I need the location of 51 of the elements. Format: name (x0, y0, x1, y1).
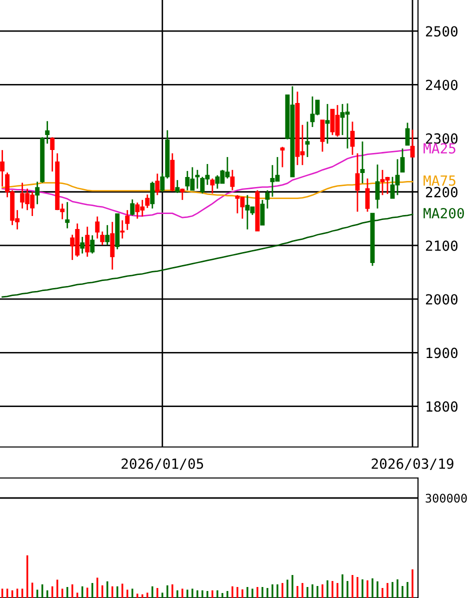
candlestick (125, 209, 130, 231)
candlestick (320, 119, 325, 152)
candlestick (260, 199, 265, 226)
y-tick-label: 2500 (426, 26, 458, 37)
series-label: MA75 (424, 175, 456, 186)
candlestick (150, 181, 155, 210)
candlestick (325, 103, 330, 144)
candlestick (0, 149, 5, 188)
line-series (2, 214, 414, 298)
candlestick (360, 140, 365, 184)
candlestick (265, 190, 270, 210)
y-tick-label: 300000 (426, 494, 467, 503)
candlestick (400, 148, 405, 173)
candlestick (110, 221, 115, 270)
candlestick (155, 172, 160, 196)
y-tick-label: 1800 (426, 401, 458, 412)
candlestick (90, 234, 95, 254)
y-tick-label: 2300 (426, 133, 458, 144)
candlestick (405, 122, 410, 146)
candlestick (195, 169, 200, 190)
candlestick (65, 201, 70, 230)
candlestick (305, 120, 310, 158)
candlestick (95, 216, 100, 240)
candlestick (50, 136, 55, 172)
candlestick (210, 178, 215, 194)
y-tick-label: 2400 (426, 80, 458, 90)
candlestick (100, 230, 105, 246)
candlestick (410, 129, 415, 158)
y-tick-label: 2100 (426, 240, 458, 251)
candlestick (35, 181, 40, 205)
candlestick (130, 198, 135, 216)
y-tick-label: 2000 (426, 294, 458, 305)
x-tick-label: 2026/01/05 (122, 458, 204, 470)
candlestick (145, 194, 150, 209)
candlestick (120, 220, 125, 240)
candlestick (280, 146, 285, 168)
candlestick (365, 178, 370, 212)
candlestick (80, 236, 85, 254)
y-tick-label: 2200 (426, 186, 458, 198)
candlestick (180, 188, 185, 201)
candlestick (230, 169, 235, 191)
x-tick-label: 2026/03/19 (372, 458, 454, 470)
candlestick (175, 179, 180, 194)
candlestick (105, 224, 110, 246)
candlestick (45, 120, 50, 144)
candlestick (375, 164, 380, 210)
series-label: MA25 (424, 143, 456, 154)
y-tick-label: 1900 (426, 348, 458, 358)
candlestick (355, 152, 360, 212)
candlestick (85, 226, 90, 258)
series-label: MA200 (424, 208, 464, 218)
